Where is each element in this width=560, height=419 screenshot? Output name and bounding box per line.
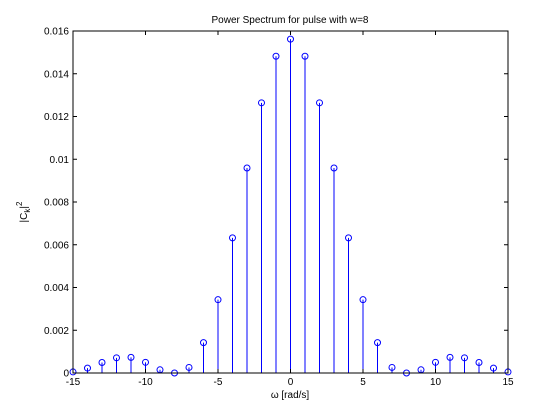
stem-marker (272, 52, 280, 60)
y-tick-label: 0.002 (44, 326, 69, 337)
y-tick-label: 0.014 (44, 69, 69, 80)
stem-marker (316, 99, 323, 107)
y-tick-label: 0.008 (44, 198, 69, 209)
x-tick-label: -10 (138, 377, 153, 388)
stem-marker (200, 339, 207, 347)
stem-marker (359, 296, 367, 304)
stem-marker (84, 364, 91, 372)
stem-marker (475, 359, 483, 367)
x-tick-label: -15 (66, 377, 81, 388)
y-tick-label: 0.012 (44, 112, 69, 123)
stem-marker (432, 358, 439, 366)
y-axis-label-sub: k (23, 208, 32, 213)
y-axis-label-main: |C (19, 213, 30, 223)
y-tick-label: 0.004 (44, 283, 69, 294)
stem-series (69, 35, 512, 377)
stem-marker (258, 99, 265, 107)
x-tick-label: 10 (430, 377, 442, 388)
stem-marker (229, 234, 236, 242)
stem-marker (330, 164, 338, 172)
y-axis-label-sup: 2 (15, 201, 24, 206)
x-tick-label: 0 (288, 377, 294, 388)
stem-marker (287, 35, 294, 43)
stem-marker (388, 363, 396, 371)
stem-marker (461, 354, 468, 362)
stem-marker (214, 296, 222, 304)
stem-marker (490, 364, 497, 372)
y-tick-label: 0.006 (44, 240, 69, 251)
x-tick-label: 15 (502, 377, 514, 388)
stem-marker (446, 353, 454, 361)
stem-marker (374, 339, 381, 347)
chart-title: Power Spectrum for pulse with w=8 (211, 15, 368, 26)
y-axis: 0 0.002 0.004 0.006 0.008 0.01 0.012 0.014 0.016 (44, 27, 508, 380)
x-axis-label: ω [rad/s] (271, 390, 310, 401)
stem-marker (243, 164, 251, 172)
stem-marker (301, 52, 309, 60)
x-axis: -15 -10 -5 0 5 10 15 (66, 31, 514, 388)
stem-marker (185, 363, 193, 371)
x-tick-label: 5 (360, 377, 366, 388)
stem-marker (142, 358, 149, 366)
y-tick-label: 0.01 (50, 155, 70, 166)
stem-marker (113, 354, 120, 362)
stem-marker (345, 234, 352, 242)
y-axis-label: |Ck|2 (15, 201, 32, 222)
y-tick-label: 0.016 (44, 27, 69, 38)
y-tick-label: 0 (63, 369, 69, 380)
stem-marker (98, 359, 106, 367)
x-tick-label: -5 (214, 377, 223, 388)
y-axis-label-end: | (19, 206, 30, 209)
stem-marker (127, 353, 135, 361)
